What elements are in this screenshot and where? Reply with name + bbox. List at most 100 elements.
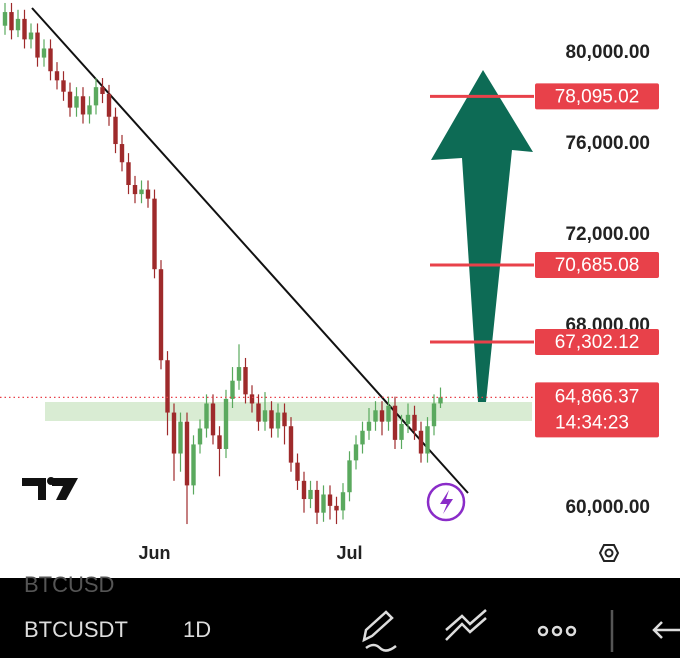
candle-body [100,87,105,94]
candle-body [288,426,294,463]
candle-body [191,444,196,486]
candle-body [184,421,190,486]
toolbar [0,578,680,658]
level-label: 78,095.02 [555,86,640,107]
candle-body [386,405,391,422]
candle-body [334,505,339,511]
candle-body [353,444,359,461]
candle-body [87,105,92,115]
candle-body [74,96,79,108]
candle-body [249,394,255,404]
level-label: 70,685.08 [555,255,640,276]
candle-body [61,80,66,92]
candle-body [204,403,209,429]
candle-body [217,435,222,449]
candle-body [321,494,326,513]
last-price-badge [535,382,659,438]
candle-body [366,421,372,431]
candle-body [80,96,86,115]
x-tick-label: Jul [336,543,362,563]
candle-body [28,32,34,40]
candle-body [405,414,411,424]
candle-body [48,48,53,72]
y-tick-label: 72,000.00 [565,224,650,245]
candle-body [178,421,183,454]
candle-body [67,91,73,108]
candle-body [197,428,203,445]
countdown: 14:34:23 [555,412,629,433]
candle-body [93,87,99,106]
candle-body [256,403,261,422]
candle-body [158,269,164,361]
candle-body [243,367,248,395]
x-tick-label: Jun [138,543,170,563]
candle-body [145,189,151,199]
interval[interactable]: 1D [183,617,211,642]
candle-body [347,460,352,493]
alert-icon[interactable] [426,482,466,522]
candle-body [412,414,417,431]
candle-body [2,12,8,26]
candle-body [327,494,333,506]
candle-body [15,18,21,31]
candle-body [41,48,47,58]
ghost-symbol: BTCUSD [24,572,114,597]
settings-icon[interactable] [598,544,620,562]
candle-body [275,412,281,429]
candle-body [392,405,398,440]
more-icon[interactable] [537,625,577,637]
candle-body [113,116,118,145]
candle-body [301,480,307,500]
candle-body [438,397,443,404]
price-axis: 60,000.0068,000.0072,000.0076,000.0080,0… [0,42,659,518]
last-price-label: 64,866.37 [555,386,640,407]
y-tick-label: 60,000.00 [565,497,650,518]
candle-body [165,360,170,413]
candles [2,2,443,525]
candle-body [119,144,125,163]
back-icon[interactable] [652,621,680,639]
candle-body [126,162,131,186]
candle-body [295,462,300,481]
up-arrow [431,70,533,402]
candle-body [360,430,365,445]
candle-body [314,489,320,513]
candle-body [35,32,40,58]
symbol[interactable]: BTCUSDT [24,617,128,642]
candle-body [262,410,268,422]
candle-body [379,410,385,422]
candle-body [418,430,424,454]
support-zone [45,402,532,421]
candle-body [22,18,27,40]
candle-body [340,492,346,511]
level-badge [535,83,659,110]
candle-body [106,93,112,117]
candle-body [171,412,177,454]
candle-body [223,398,229,449]
candle-body [425,426,430,454]
candle-body [373,410,378,422]
candle-body [132,185,138,195]
level-badge [535,328,659,355]
candle-body [139,189,144,195]
candle-body [236,367,242,381]
candle-body [54,71,60,81]
draw-icon[interactable] [362,610,397,652]
candle-body [431,403,437,427]
level-label: 67,302.12 [555,332,640,353]
candle-body [230,380,235,399]
lines-icon[interactable] [445,609,487,641]
y-tick-label: 80,000.00 [565,42,650,63]
y-tick-label: 76,000.00 [565,133,650,154]
candle-body [308,489,313,500]
candle-body [282,412,287,427]
candle-body [210,403,216,436]
candle-body [9,12,14,31]
toolbar-icons [362,609,680,652]
candle-body [269,410,274,429]
candle-body [152,198,157,270]
candle-body [399,423,404,440]
logo [22,477,78,500]
level-badge [535,251,659,278]
